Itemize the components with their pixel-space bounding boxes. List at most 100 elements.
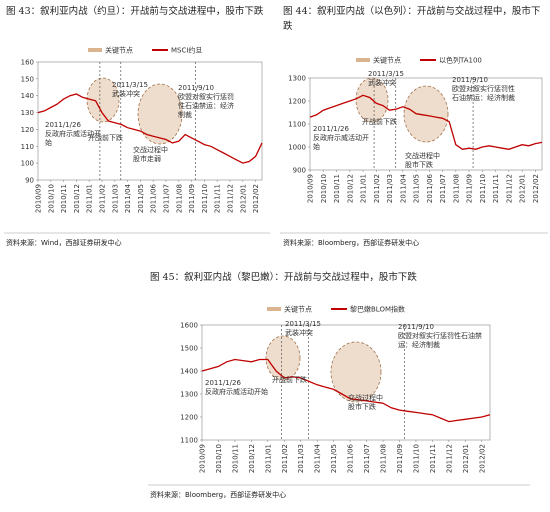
annotation: 欧盟对叙实行惩罚性石油禁 [398, 331, 482, 340]
annotation: 欧盟对叙实行惩罚性 [452, 84, 515, 93]
legend-label: 以色列TA100 [439, 56, 482, 65]
annotation: 2011/9/10 [178, 84, 214, 92]
annotation: 2011/3/15 [285, 320, 321, 328]
x-tick-label: 2011/07 [363, 444, 371, 473]
y-tick-label: 1300 [288, 75, 306, 83]
y-tick-label: 1200 [288, 98, 306, 106]
x-tick-label: 2011/10 [412, 444, 420, 473]
annotation: 股市下跌 [348, 402, 376, 411]
annotation: 始 [313, 142, 320, 151]
annotation: 2011/1/26 [45, 121, 81, 129]
y-tick-label: 90 [25, 177, 34, 185]
chart-title: 图 45：叙利亚内战（黎巴嫩）：开战前与交战过程中，股市下跌 [150, 272, 417, 283]
chart-title: 图 43：叙利亚内战（约旦）：开战前与交战进程中，股市下跌 [6, 6, 264, 17]
y-tick-label: 900 [293, 167, 306, 175]
annotation: 交战过程中 [348, 393, 383, 402]
annotation: 制裁 [178, 110, 192, 119]
annotation: 开战前下跌 [362, 117, 397, 126]
x-tick-label: 2010/09 [199, 444, 207, 473]
x-tick-label: 2011/06 [426, 173, 434, 203]
annotation: 武装冲突 [285, 328, 313, 337]
x-tick-label: 2012/02 [478, 444, 486, 473]
y-tick-label: 140 [21, 92, 34, 100]
x-tick-label: 2010/10 [320, 174, 328, 203]
x-tick-label: 2010/12 [73, 184, 81, 213]
annotation: 性石油禁运：经济 [178, 101, 234, 110]
x-tick-label: 2010/11 [60, 184, 68, 213]
legend-label: 关键节点 [105, 46, 133, 55]
x-tick-label: 2011/01 [86, 184, 94, 213]
annotation: 股市走弱 [133, 154, 161, 163]
x-tick-label: 2011/07 [439, 174, 447, 203]
event-zone [403, 85, 449, 143]
x-tick-label: 2011/02 [373, 174, 381, 203]
x-tick-label: 2012/02 [252, 184, 260, 213]
x-tick-label: 2011/04 [314, 443, 322, 473]
event-zone [330, 341, 382, 403]
x-tick-label: 2010/11 [333, 174, 341, 203]
annotation: 2011/1/26 [205, 379, 241, 387]
chart-title: 图 44：叙利亚内战（以色列）：开战前与交战过程中，股市下跌 [283, 6, 541, 32]
x-tick-label: 2011/10 [201, 184, 209, 213]
annotation: 2011/9/10 [398, 323, 434, 331]
x-tick-label: 2011/07 [163, 184, 171, 213]
series-line [201, 358, 491, 423]
annotation: 2011/9/10 [452, 76, 488, 84]
x-tick-label: 2011/12 [505, 174, 513, 203]
annotation: 反政府示威活动开 [45, 129, 101, 138]
legend-label: 关键节点 [373, 56, 401, 65]
series-line [309, 94, 543, 150]
x-tick-label: 2011/09 [396, 444, 404, 473]
x-tick-label: 2011/04 [399, 173, 407, 203]
y-tick-label: 110 [21, 143, 34, 151]
x-tick-label: 2011/12 [227, 184, 235, 213]
x-tick-label: 2011/09 [466, 174, 474, 203]
annotation: 武装冲突 [112, 89, 140, 98]
x-tick-label: 2010/09 [307, 174, 315, 203]
annotation: 始 [45, 138, 52, 147]
annotation: 欧盟对叙实行惩罚 [178, 92, 234, 101]
legend-swatch [356, 58, 370, 62]
legend-label: 黎巴嫩BLOM指数 [350, 305, 405, 314]
x-tick-label: 2011/05 [137, 184, 145, 213]
x-tick-label: 2010/10 [215, 444, 223, 473]
annotation: 开战前下跌 [88, 133, 123, 142]
x-tick-label: 2012/01 [519, 174, 527, 203]
x-tick-label: 2011/02 [99, 184, 107, 213]
annotation: 2011/1/26 [313, 125, 349, 133]
x-tick-label: 2011/01 [360, 174, 368, 203]
x-tick-label: 2011/11 [214, 184, 222, 213]
plot-frame [201, 324, 491, 441]
x-tick-label: 2010/12 [346, 174, 354, 203]
annotation: 反政府示威活动开始 [205, 387, 268, 396]
annotation: 石油禁运：经济制裁 [452, 93, 515, 102]
x-tick-label: 2011/08 [452, 174, 460, 203]
y-tick-label: 130 [21, 109, 34, 117]
x-tick-label: 2012/01 [462, 444, 470, 473]
x-tick-label: 2011/12 [445, 444, 453, 473]
y-tick-label: 1000 [288, 144, 306, 152]
legend-swatch [267, 307, 281, 311]
x-tick-label: 2010/10 [47, 184, 55, 213]
x-tick-label: 2011/03 [111, 184, 119, 213]
x-tick-label: 2011/11 [492, 174, 500, 203]
x-tick-label: 2011/01 [264, 444, 272, 473]
y-tick-label: 100 [21, 160, 34, 168]
x-tick-label: 2010/12 [248, 444, 256, 473]
x-tick-label: 2011/09 [188, 184, 196, 213]
event-zone [265, 335, 301, 381]
event-zone [86, 77, 120, 123]
y-tick-label: 1600 [180, 322, 198, 330]
y-tick-label: 1400 [180, 368, 198, 376]
y-tick-label: 160 [21, 59, 34, 67]
x-tick-label: 2010/11 [231, 444, 239, 473]
annotation: 开战前下跌 [272, 375, 307, 384]
annotation: 运：经济制裁 [398, 340, 440, 349]
source: 资料来源：Wind，西部证券研发中心 [6, 239, 122, 247]
x-tick-label: 2011/05 [413, 174, 421, 203]
y-tick-label: 120 [21, 126, 34, 134]
x-tick-label: 2011/08 [380, 444, 388, 473]
annotation: 反政府示威活动开 [313, 133, 369, 142]
x-tick-label: 2012/01 [239, 184, 247, 213]
